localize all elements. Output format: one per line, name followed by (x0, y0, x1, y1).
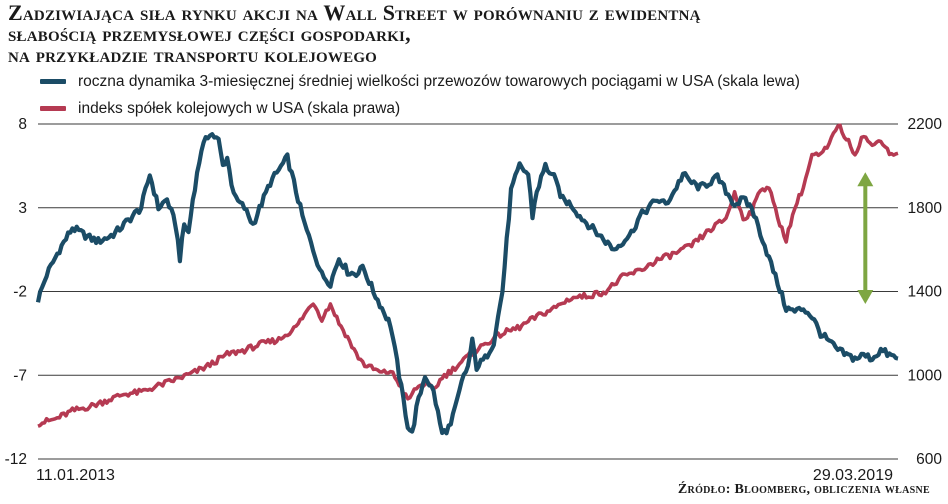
legend-label-series2: indeks spółek kolejowych w USA (skala pr… (78, 99, 401, 117)
chart-title-line: na przykładzie transportu kolejowego (8, 42, 378, 67)
right-axis-tick-label: 1000 (908, 367, 943, 384)
left-axis-tick-label: 8 (18, 116, 27, 133)
legend-item-series2: indeks spółek kolejowych w USA (skala pr… (40, 95, 800, 122)
right-axis-tick-label: 1400 (908, 284, 943, 301)
left-axis-tick-label: -12 (5, 451, 27, 468)
left-axis-tick-label: 3 (18, 200, 27, 217)
legend-swatch-series2 (40, 106, 66, 111)
gap-arrow-head-top (857, 172, 874, 187)
right-axis-tick-label: 1800 (908, 200, 943, 217)
chart-legend: roczna dynamika 3-miesięcznej średniej w… (40, 68, 800, 122)
legend-swatch-series1 (40, 79, 66, 84)
x-axis-end-label: 29.03.2019 (813, 467, 893, 484)
right-axis-tick-label: 600 (916, 451, 942, 468)
right-axis-tick-label: 2200 (908, 116, 943, 133)
source-note: Źródło: Bloomberg, obliczenia własne (677, 482, 930, 497)
legend-label-series1: roczna dynamika 3-miesięcznej średniej w… (78, 72, 800, 90)
series-line-freight-dynamics (35, 132, 899, 436)
left-axis-tick-label: -2 (13, 284, 27, 301)
chart-title-line: Zadziwiająca siła rynku akcji na Wall St… (8, 0, 701, 25)
gap-arrow-head-bottom (857, 289, 874, 304)
left-axis-tick-label: -7 (13, 367, 27, 384)
chart-title: Zadziwiająca siła rynku akcji na Wall St… (8, 0, 938, 67)
x-axis-start-label: 11.01.2013 (36, 467, 115, 484)
chart-title-line: słabością przemysłowej części gospodarki… (8, 21, 411, 46)
series-line-railroad-index (37, 123, 899, 428)
legend-item-series1: roczna dynamika 3-miesięcznej średniej w… (40, 68, 800, 95)
